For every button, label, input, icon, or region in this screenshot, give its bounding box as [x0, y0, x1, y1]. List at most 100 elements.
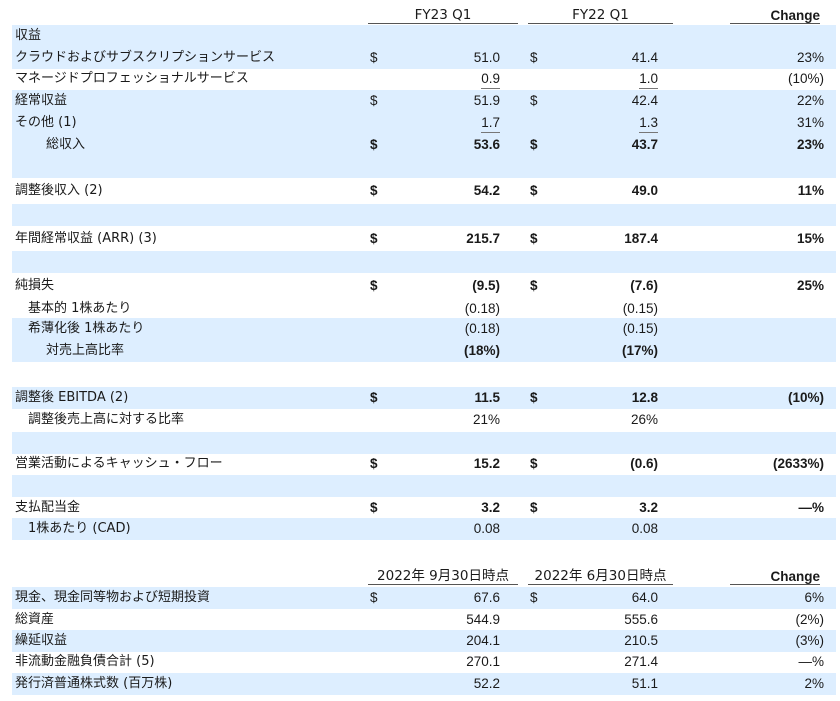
value-prior: (17%) [621, 343, 658, 358]
row-label: 現金、現金同等物および短期投資 [15, 590, 211, 605]
value-current: 51.0 [473, 50, 500, 65]
income-table-row: 営業活動によるキャッシュ・フロー $15.2 $ (0.6) (2633%) [12, 453, 836, 475]
row-label: 希薄化後 1株あたり [28, 321, 145, 336]
row-label: 年間経常収益 (ARR) (3) [15, 231, 157, 246]
income-table-row [12, 432, 836, 454]
value-current: (0.18) [464, 321, 500, 336]
change-percent: 31% [796, 115, 824, 130]
value-prior: 41.4 [631, 50, 658, 65]
income-table-row: その他 (1) 1.7 1.3 31% [12, 112, 836, 134]
row-label: 収益 [15, 28, 42, 43]
value-prior: (0.15) [622, 301, 658, 316]
balance-table-row: 現金、現金同等物および短期投資 $67.6 $64.0 6% [12, 587, 836, 609]
income-table-row: 純損失 $ (9.5) $ (7.6) 25% [12, 275, 836, 297]
row-label: 1株あたり (CAD) [28, 521, 131, 536]
row-label: その他 (1) [15, 115, 77, 130]
value-current: 3.2 [481, 500, 500, 515]
row-label: 支払配当金 [15, 500, 81, 515]
income-table-row: 基本的 1株あたり (0.18) (0.15) [12, 298, 836, 320]
change-percent: 23% [796, 137, 824, 152]
value-current: 51.9 [473, 93, 500, 108]
value-prior: (7.6) [630, 278, 658, 293]
income-table-row: マネージドプロフェッショナルサービス 0.9 1.0 (10%) [12, 68, 836, 90]
income-table-row: 総収入 $53.6 $43.7 23% [12, 134, 836, 156]
value-prior: 555.6 [624, 612, 658, 627]
currency-symbol: $ [370, 50, 378, 65]
change-percent: (2%) [795, 612, 824, 627]
value-prior: 43.7 [631, 137, 658, 152]
balance-table-row: 非流動金融負債合計 (5) 270.1 271.4 —% [12, 651, 836, 673]
change-percent: —% [798, 654, 824, 669]
row-label: 経常収益 [15, 93, 68, 108]
change-percent: 25% [796, 278, 824, 293]
change-percent: 23% [796, 50, 824, 65]
income-table-row: 収益 [12, 25, 836, 47]
table-header-balance: 2022年 9月30日時点 2022年 6月30日時点 Change [0, 565, 840, 587]
income-table-row: 対売上高比率 (18%) (17%) [12, 340, 836, 362]
value-prior: 1.3 [639, 114, 658, 133]
value-prior: 51.1 [631, 676, 658, 691]
currency-symbol: $ [530, 183, 538, 198]
row-label: 基本的 1株あたり [28, 301, 132, 316]
income-table-row [12, 156, 836, 178]
row-label: 発行済普通株式数 (百万株) [15, 676, 173, 691]
income-table-row: 調整後売上高に対する比率 21% 26% [12, 409, 836, 431]
row-label: クラウドおよびサブスクリプションサービス [15, 50, 276, 65]
value-current: 15.2 [473, 456, 500, 471]
row-label: 営業活動によるキャッシュ・フロー [15, 456, 223, 471]
value-current: (9.5) [472, 278, 500, 293]
value-current: 215.7 [466, 231, 500, 246]
value-current: 52.2 [473, 676, 500, 691]
income-table-row: 希薄化後 1株あたり (0.18) (0.15) [12, 318, 836, 340]
currency-symbol: $ [530, 278, 538, 293]
balance-table-row: 発行済普通株式数 (百万株) 52.2 51.1 2% [12, 673, 836, 695]
row-label: 調整後収入 (2) [15, 183, 103, 198]
change-percent: 6% [804, 590, 824, 605]
row-label: 対売上高比率 [46, 343, 125, 358]
currency-symbol: $ [370, 500, 378, 515]
value-current: 53.6 [473, 137, 500, 152]
value-prior: 64.0 [631, 590, 658, 605]
currency-symbol: $ [370, 590, 378, 605]
change-percent: 2% [804, 676, 824, 691]
value-current: 544.9 [466, 612, 500, 627]
income-table-row: 支払配当金 $3.2 $3.2 —% [12, 497, 836, 519]
row-label: マネージドプロフェッショナルサービス [15, 71, 249, 86]
column-header-sep-30-2022: 2022年 9月30日時点 [368, 564, 518, 585]
change-percent: (10%) [787, 71, 824, 86]
income-table-row [12, 251, 836, 273]
value-prior: 271.4 [624, 654, 658, 669]
currency-symbol: $ [530, 590, 538, 605]
currency-symbol: $ [530, 137, 538, 152]
value-prior: 3.2 [639, 500, 658, 515]
income-table-row: 1株あたり (CAD) 0.08 0.08 [12, 518, 836, 540]
value-current: 21% [472, 412, 500, 427]
income-table-row [12, 364, 836, 386]
change-percent: 15% [796, 231, 824, 246]
currency-symbol: $ [370, 137, 378, 152]
value-prior: (0.15) [622, 321, 658, 336]
change-percent: —% [798, 500, 824, 515]
value-prior: 49.0 [631, 183, 658, 198]
value-current: 0.08 [473, 521, 500, 536]
income-table-row [12, 475, 836, 497]
row-label: 非流動金融負債合計 (5) [15, 654, 155, 669]
value-current: 54.2 [473, 183, 500, 198]
value-current: (18%) [463, 343, 500, 358]
change-percent: 11% [797, 183, 824, 198]
currency-symbol: $ [370, 183, 378, 198]
value-current: 11.5 [474, 390, 500, 405]
value-prior: 12.8 [631, 390, 658, 405]
row-label: 調整後売上高に対する比率 [28, 412, 185, 427]
change-percent: (3%) [795, 633, 824, 648]
value-prior: 210.5 [624, 633, 658, 648]
currency-symbol: $ [370, 456, 378, 471]
currency-symbol: $ [530, 93, 538, 108]
currency-symbol: $ [370, 278, 378, 293]
row-label: 調整後 EBITDA (2) [15, 390, 129, 405]
value-prior: 26% [630, 412, 658, 427]
income-table-row: 調整後 EBITDA (2) $11.5 $12.8 (10%) [12, 387, 836, 409]
income-table-row: 年間経常収益 (ARR) (3) $215.7 $187.4 15% [12, 228, 836, 250]
row-label: 純損失 [15, 278, 55, 293]
currency-symbol: $ [530, 50, 538, 65]
